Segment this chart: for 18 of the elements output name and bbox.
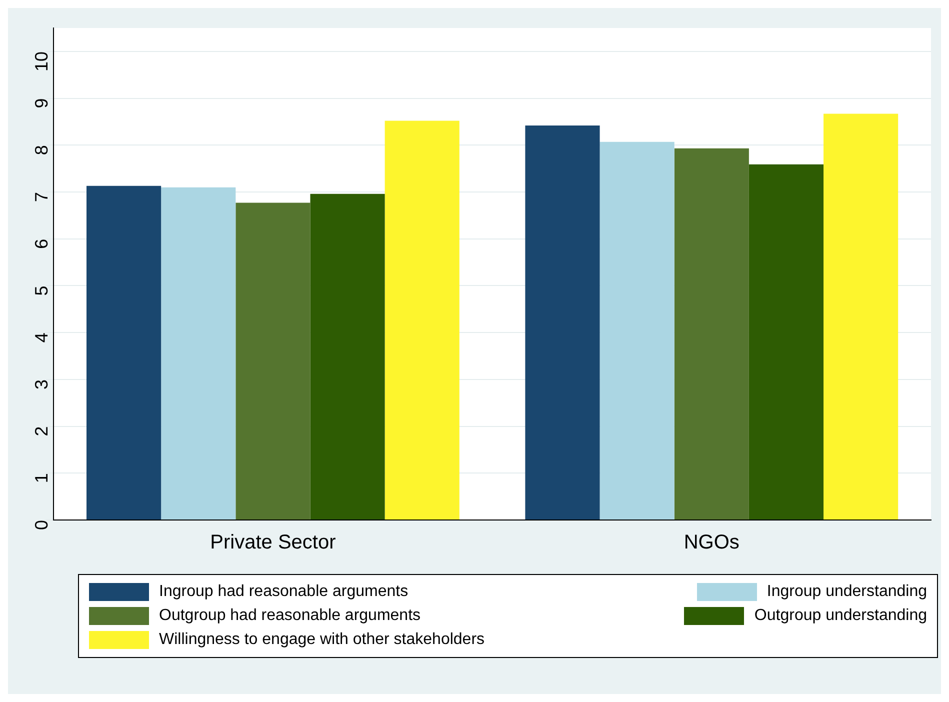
y-tick-label: 1: [32, 473, 52, 484]
x-tick-label: NGOs: [684, 532, 740, 554]
legend-label: Ingroup understanding: [766, 583, 927, 601]
y-tick-label: 3: [32, 379, 52, 390]
y-tick-label: 2: [32, 426, 52, 436]
y-tick-label: 7: [32, 192, 52, 202]
x-tick-label: Private Sector: [210, 532, 336, 554]
y-tick-label: 6: [32, 238, 52, 249]
y-tick-label: 5: [32, 286, 52, 296]
y-tick-label: 10: [32, 51, 52, 72]
y-tick-label: 8: [32, 145, 52, 156]
legend-label: Ingroup had reasonable arguments: [159, 583, 408, 601]
legend-label: Willingness to engage with other stakeholders: [159, 631, 485, 649]
y-tick-label: 0: [32, 520, 52, 530]
y-tick-label: 4: [32, 332, 52, 343]
legend-label: Outgroup had reasonable arguments: [159, 607, 421, 625]
y-tick-label: 9: [32, 98, 52, 108]
legend-label: Outgroup understanding: [754, 607, 927, 625]
